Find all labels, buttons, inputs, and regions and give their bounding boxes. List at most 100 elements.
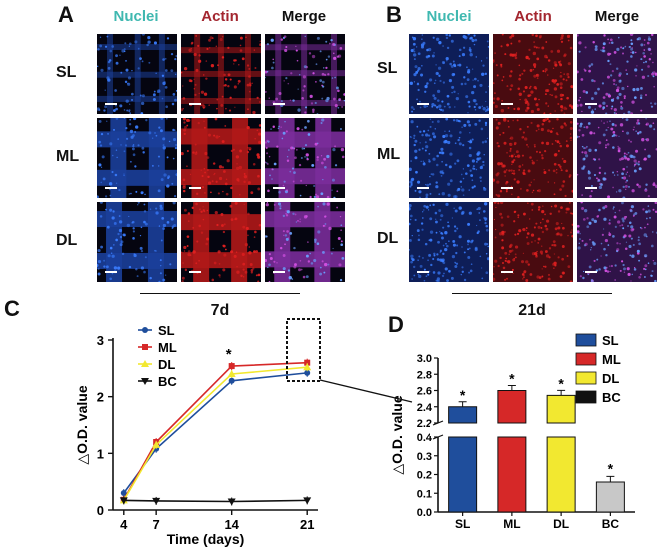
point-bc bbox=[303, 497, 312, 505]
micrograph-a-ml-actin bbox=[181, 118, 261, 198]
significance-star: * bbox=[509, 371, 515, 387]
point-dl bbox=[227, 370, 236, 377]
col-head-b-actin: Actin bbox=[514, 8, 552, 25]
scale-bar bbox=[189, 103, 201, 105]
micrograph-b-ml-nuclei bbox=[409, 118, 489, 198]
x-tick-label: 4 bbox=[120, 517, 128, 532]
series-line-dl bbox=[123, 366, 308, 501]
point-sl bbox=[120, 490, 127, 496]
y-tick-label: 0.2 bbox=[417, 470, 432, 482]
micrograph-a-sl-nuclei bbox=[97, 34, 177, 114]
series-line-bc bbox=[123, 499, 308, 503]
row-head-a-ml: ML bbox=[56, 148, 80, 165]
row-head-a-sl: SL bbox=[56, 64, 77, 81]
panel-letter-a: A bbox=[58, 2, 74, 27]
y-tick-label: 0.4 bbox=[417, 432, 433, 444]
significance-star: * bbox=[558, 375, 564, 391]
point-dl bbox=[152, 440, 161, 448]
line-chart-c: 0 1 2 3 4 7 14 21 Time (days) △O.D. value * SL ML DL B… bbox=[74, 318, 321, 547]
point-bc bbox=[227, 498, 236, 506]
point-bc bbox=[152, 497, 161, 505]
timepoint-label-7d: 7d bbox=[210, 302, 230, 319]
x-tick-label: SL bbox=[455, 517, 470, 531]
y-tick-label: 1 bbox=[97, 446, 104, 461]
micrograph-a-dl-nuclei bbox=[97, 202, 177, 282]
col-head-a-merge: Merge bbox=[281, 8, 327, 25]
micrograph-b-ml-merge bbox=[577, 118, 657, 198]
x-tick-label: 14 bbox=[224, 517, 239, 532]
y-tick-label: 0.0 bbox=[417, 507, 432, 519]
micrograph-a-sl-actin bbox=[181, 34, 261, 114]
legend-label-dl: DL bbox=[158, 357, 175, 372]
scale-bar bbox=[417, 187, 429, 189]
significance-star: * bbox=[460, 387, 466, 403]
bar-dl-lower bbox=[546, 436, 576, 513]
micrograph-b-ml-actin bbox=[493, 118, 573, 198]
legend-marker-ml bbox=[142, 344, 148, 350]
timepoint-label-21d: 21d bbox=[518, 302, 546, 319]
legend-label-sl: SL bbox=[158, 323, 175, 338]
y-tick-label: 3.0 bbox=[417, 353, 432, 365]
legend-swatch-bc bbox=[575, 390, 597, 404]
y-tick-label: 0 bbox=[97, 503, 104, 518]
legend-swatch-sl bbox=[575, 333, 597, 347]
scale-bar bbox=[417, 271, 429, 273]
scale-bar bbox=[189, 271, 201, 273]
legend-label-ml: ML bbox=[158, 340, 177, 355]
timepoint-rule-b bbox=[452, 293, 612, 294]
bar-ml-lower bbox=[497, 436, 527, 513]
micrograph-a-dl-merge bbox=[265, 202, 345, 282]
bar-ml-upper bbox=[497, 390, 527, 424]
scale-bar bbox=[273, 271, 285, 273]
y-tick-label: 2.6 bbox=[417, 386, 432, 398]
point-sl bbox=[228, 377, 235, 384]
micrograph-a-ml-nuclei bbox=[97, 118, 177, 198]
bar-sl-lower bbox=[448, 436, 478, 513]
micrograph-b-dl-merge bbox=[577, 202, 657, 282]
y-tick-label: 0.1 bbox=[417, 488, 432, 500]
row-head-b-ml: ML bbox=[377, 146, 401, 163]
col-head-b-nuclei: Nuclei bbox=[426, 8, 472, 25]
scale-bar bbox=[585, 187, 597, 189]
legend-label-ml: ML bbox=[602, 352, 621, 367]
micrograph-b-dl-nuclei bbox=[409, 202, 489, 282]
y-tick-label: 0.3 bbox=[417, 451, 432, 463]
x-tick-label: 7 bbox=[153, 517, 160, 532]
micrograph-a-dl-actin bbox=[181, 202, 261, 282]
col-head-b-merge: Merge bbox=[594, 8, 640, 25]
y-tick-label: 2.2 bbox=[417, 418, 432, 430]
y-tick-label: 3 bbox=[97, 333, 104, 348]
axis-break-mark bbox=[432, 434, 444, 440]
scale-bar bbox=[585, 271, 597, 273]
significance-star: * bbox=[608, 460, 614, 476]
scale-bar bbox=[501, 103, 513, 105]
significance-star: * bbox=[226, 346, 232, 363]
scale-bar bbox=[585, 103, 597, 105]
row-head-a-dl: DL bbox=[56, 232, 78, 249]
legend-label-bc: BC bbox=[158, 374, 177, 389]
x-axis-label: Time (days) bbox=[167, 531, 245, 547]
scale-bar bbox=[105, 271, 117, 273]
y-tick-label: 2.8 bbox=[417, 369, 432, 381]
bar-dl-upper bbox=[546, 394, 576, 424]
point-ml bbox=[304, 359, 311, 366]
panel-letter-b: B bbox=[386, 2, 402, 27]
zoom-box bbox=[286, 318, 321, 382]
legend-label-bc: BC bbox=[602, 390, 621, 405]
scale-bar bbox=[273, 187, 285, 189]
legend-marker-dl bbox=[141, 360, 149, 367]
point-ml bbox=[228, 363, 235, 370]
legend-marker-bc bbox=[141, 378, 149, 385]
row-head-b-dl: DL bbox=[377, 230, 399, 247]
micrograph-a-ml-merge bbox=[265, 118, 345, 198]
y-axis-label: △O.D. value bbox=[74, 385, 90, 464]
point-dl bbox=[303, 363, 312, 371]
legend-label-dl: DL bbox=[602, 371, 619, 386]
scale-bar bbox=[105, 103, 117, 105]
legend-label-sl: SL bbox=[602, 333, 619, 348]
micrograph-b-sl-actin bbox=[493, 34, 573, 114]
panel-letter-c: C bbox=[4, 296, 20, 321]
legend-swatch-dl bbox=[575, 371, 597, 385]
axis-break-gap bbox=[430, 424, 637, 436]
